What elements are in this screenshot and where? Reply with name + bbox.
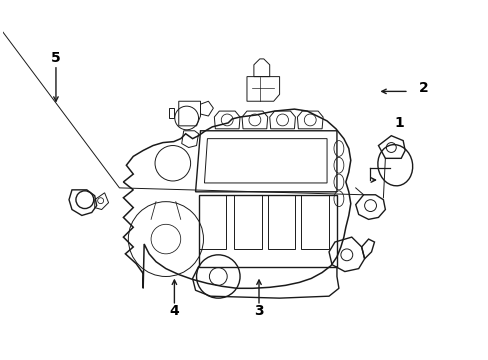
Text: 5: 5: [51, 51, 61, 65]
Text: 3: 3: [254, 304, 264, 318]
Text: 2: 2: [418, 81, 427, 95]
Text: 1: 1: [393, 116, 403, 130]
Text: 4: 4: [169, 304, 179, 318]
